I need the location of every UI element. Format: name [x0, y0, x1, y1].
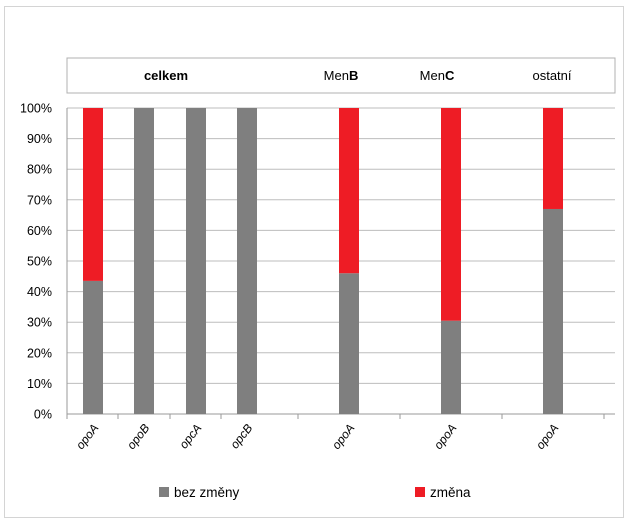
y-tick-label: 100% — [20, 102, 52, 116]
group-header-3: ostatní — [532, 68, 571, 83]
y-tick-label: 70% — [27, 193, 52, 207]
bars — [83, 108, 563, 414]
group-header-0: celkem — [144, 68, 188, 83]
y-tick-label: 30% — [27, 316, 52, 330]
y-axis-ticks: 0% 10% 20% 30% 40% 50% 60% 70% 80% 90% 100% — [20, 102, 52, 422]
y-tick-label: 0% — [34, 408, 52, 422]
x-tick-label: opoA — [533, 421, 561, 452]
bar-bez-zmeny — [339, 273, 359, 414]
legend-swatch — [415, 487, 425, 497]
group-header-prefix: Men — [324, 68, 349, 83]
x-tick-label: opcB — [227, 421, 255, 451]
y-tick-label: 90% — [27, 132, 52, 146]
x-tick-label: opcA — [176, 421, 204, 451]
legend-label: bez změny — [174, 485, 240, 500]
y-tick-label: 80% — [27, 163, 52, 177]
group-headers: celkem MenB MenC ostatní — [144, 68, 572, 83]
y-tick-label: 20% — [27, 346, 52, 360]
y-tick-label: 60% — [27, 224, 52, 238]
bar-bez-zmeny — [186, 108, 206, 414]
bar-bez-zmeny — [237, 108, 257, 414]
group-header-2: MenC — [420, 68, 455, 83]
x-tick-label: opoA — [329, 421, 357, 452]
y-tick-label: 10% — [27, 377, 52, 391]
group-header-suffix: B — [349, 68, 358, 83]
x-tick-label: opoB — [124, 421, 152, 452]
bar-zmena — [339, 108, 359, 274]
group-header-1: MenB — [324, 68, 359, 83]
bar-bez-zmeny — [543, 208, 563, 414]
y-tick-label: 50% — [27, 255, 52, 269]
bar-zmena — [441, 108, 461, 321]
group-header-box — [66, 57, 616, 94]
bar-zmena — [83, 108, 103, 281]
bar-bez-zmeny — [441, 320, 461, 414]
bar-zmena — [543, 108, 563, 209]
chart-frame — [4, 6, 624, 518]
x-tick-label: opoA — [431, 421, 459, 452]
bar-bez-zmeny — [134, 108, 154, 414]
legend: bez změny změna — [159, 485, 471, 500]
legend-label: změna — [430, 485, 471, 500]
bar-bez-zmeny — [83, 280, 103, 414]
x-axis-ticks: opoA opoB opcA opcB opoA opoA opoA — [73, 421, 561, 452]
group-header-prefix: Men — [420, 68, 445, 83]
group-header-suffix: C — [445, 68, 455, 83]
legend-swatch — [159, 487, 169, 497]
y-tick-label: 40% — [27, 285, 52, 299]
x-tick-label: opoA — [73, 421, 101, 452]
